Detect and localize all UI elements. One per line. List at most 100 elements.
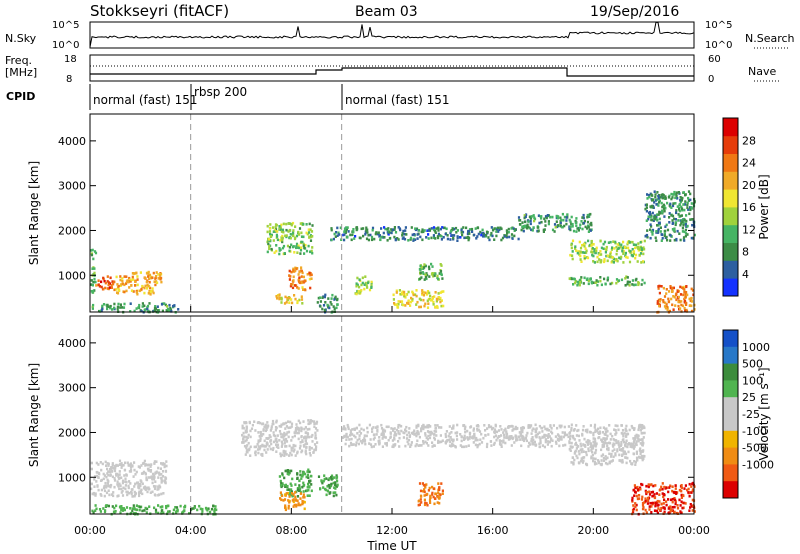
echo-cell xyxy=(390,231,393,235)
echo-cell xyxy=(673,295,676,299)
echo-cell xyxy=(336,479,339,483)
echo-cell xyxy=(454,431,457,435)
echo-cell xyxy=(313,422,316,425)
echo-cell xyxy=(667,196,670,199)
echo-cell xyxy=(297,503,300,507)
echo-cell xyxy=(574,449,577,453)
echo-cell xyxy=(572,429,576,432)
power-colorbar-swatch xyxy=(723,153,738,172)
echo-cell xyxy=(397,430,400,433)
echo-cell xyxy=(604,250,607,254)
echo-cell xyxy=(624,255,628,259)
echo-cell xyxy=(292,231,295,234)
echo-cell xyxy=(311,433,314,437)
echo-cell xyxy=(343,230,346,233)
echo-cell xyxy=(541,430,544,433)
echo-cell xyxy=(288,236,291,240)
echo-cell xyxy=(670,214,673,217)
echo-cell xyxy=(675,211,678,215)
echo-cell xyxy=(666,228,670,232)
echo-cell xyxy=(346,226,349,229)
echo-cell xyxy=(544,220,547,223)
echo-cell xyxy=(355,284,358,288)
echo-cell xyxy=(666,238,669,242)
velocity-colorbar-swatch xyxy=(723,481,738,499)
echo-cell xyxy=(580,450,583,454)
echo-cell xyxy=(330,474,334,478)
echo-cell xyxy=(582,459,585,463)
echo-cell xyxy=(210,507,214,511)
echo-cell xyxy=(420,230,423,234)
echo-cell xyxy=(559,435,562,439)
echo-cell xyxy=(500,428,503,431)
echo-cell xyxy=(110,483,113,487)
echo-cell xyxy=(123,275,126,278)
echo-cell xyxy=(538,424,541,428)
echo-cell xyxy=(404,226,407,229)
echo-cell xyxy=(271,419,275,423)
echo-cell xyxy=(256,421,259,425)
echo-cell xyxy=(510,444,513,447)
echo-cell xyxy=(661,205,664,209)
echo-cell xyxy=(276,235,279,238)
echo-cell xyxy=(138,494,141,498)
echo-cell xyxy=(306,494,309,497)
echo-cell xyxy=(682,236,686,239)
echo-cell xyxy=(468,236,471,240)
echo-cell xyxy=(467,444,470,447)
echo-cell xyxy=(665,303,668,306)
echo-cell xyxy=(300,231,303,235)
echo-cell xyxy=(284,483,287,487)
echo-cell xyxy=(368,442,371,445)
echo-cell xyxy=(462,424,465,427)
echo-cell xyxy=(102,477,105,481)
echo-cell xyxy=(675,237,678,241)
echo-cell xyxy=(429,433,432,437)
echo-cell xyxy=(374,426,378,429)
echo-cell xyxy=(305,223,308,226)
echo-cell xyxy=(659,212,662,215)
echo-cell xyxy=(671,509,674,512)
echo-cell xyxy=(599,250,602,253)
echo-cell xyxy=(276,434,279,437)
echo-cell xyxy=(483,233,486,237)
echo-cell xyxy=(114,466,117,470)
echo-cell xyxy=(629,459,632,463)
echo-cell xyxy=(120,491,123,494)
echo-cell xyxy=(452,443,455,447)
echo-cell xyxy=(120,505,123,508)
echo-cell xyxy=(571,254,574,257)
echo-cell xyxy=(676,290,679,293)
echo-cell xyxy=(607,255,610,258)
echo-cell xyxy=(308,277,311,281)
echo-cell xyxy=(641,443,644,446)
echo-cell xyxy=(95,284,98,287)
power-colorbar-tick: 4 xyxy=(742,268,749,281)
echo-cell xyxy=(655,239,658,242)
echo-cell xyxy=(143,304,146,308)
echo-cell xyxy=(93,485,96,488)
echo-cell xyxy=(580,457,583,460)
echo-cell xyxy=(619,444,622,447)
echo-cell xyxy=(592,459,595,463)
echo-cell xyxy=(157,273,160,276)
echo-cell xyxy=(677,219,680,222)
echo-cell xyxy=(673,497,676,500)
echo-cell xyxy=(448,425,451,428)
echo-cell xyxy=(609,438,612,441)
echo-cell xyxy=(460,231,463,234)
echo-cell xyxy=(151,481,154,485)
echo-cell xyxy=(583,256,586,260)
echo-cell xyxy=(568,448,571,451)
echo-cell xyxy=(300,474,303,477)
echo-cell xyxy=(682,191,685,194)
echo-cell xyxy=(534,434,537,438)
echo-cell xyxy=(292,267,295,271)
echo-cell xyxy=(425,502,428,505)
echo-cell xyxy=(325,477,328,480)
echo-cell xyxy=(536,432,540,436)
echo-cell xyxy=(674,484,677,487)
noise-left-tick-bottom: 10^0 xyxy=(52,40,79,51)
echo-cell xyxy=(671,303,674,307)
echo-cell xyxy=(468,435,472,438)
